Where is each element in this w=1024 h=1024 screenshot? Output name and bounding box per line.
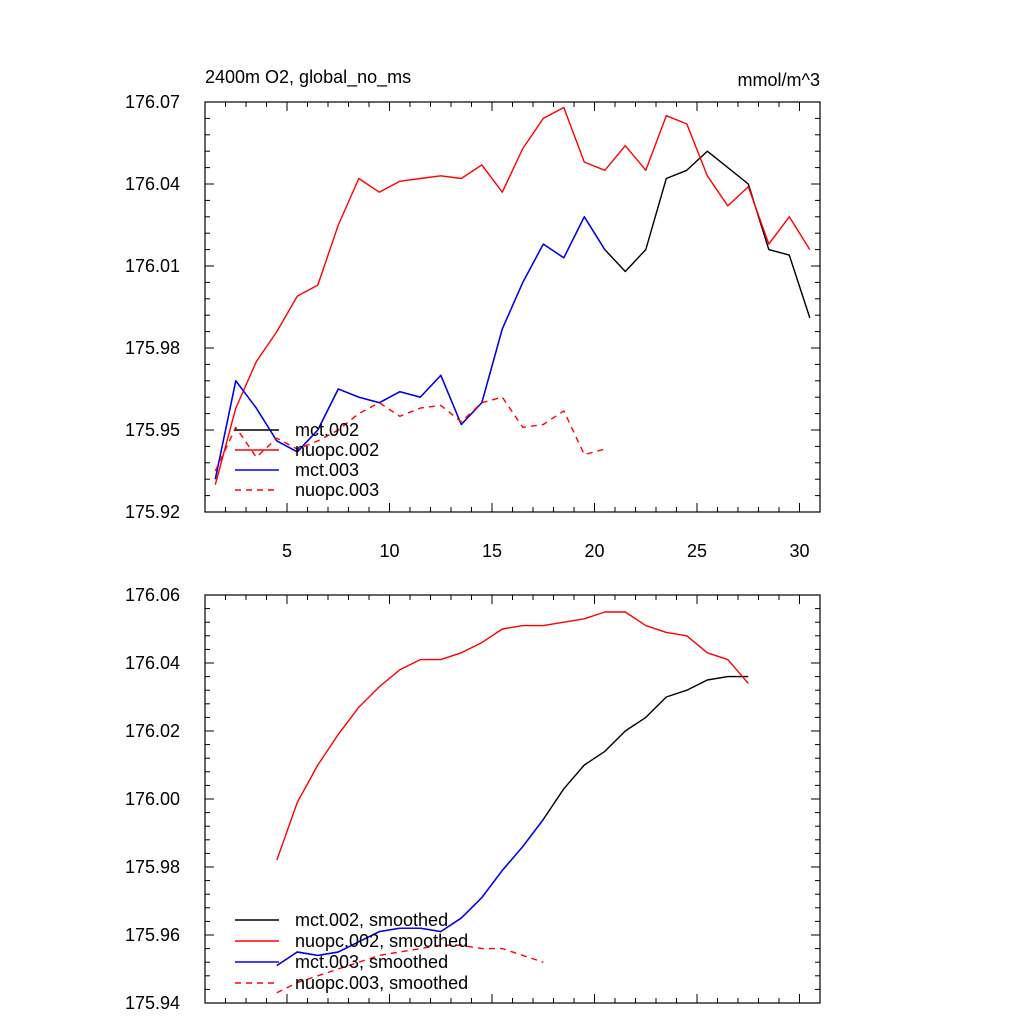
legend-label: mct.002, smoothed <box>295 910 448 930</box>
y-tick-label: 175.96 <box>125 925 180 945</box>
y-tick-label: 176.04 <box>125 653 180 673</box>
legend-label: nuopc.003, smoothed <box>295 973 468 993</box>
y-tick-label: 175.95 <box>125 420 180 440</box>
y-tick-label: 176.04 <box>125 174 180 194</box>
series-line-nuopc-002-smoothed <box>276 611 749 861</box>
series-line-nuopc-003-smoothed <box>276 944 544 994</box>
y-tick-label: 176.00 <box>125 789 180 809</box>
y-tick-label: 176.06 <box>125 585 180 605</box>
y-tick-label: 176.01 <box>125 256 180 276</box>
legend-label: mct.003 <box>295 460 359 480</box>
y-tick-label: 176.02 <box>125 721 180 741</box>
x-tick-label: 10 <box>379 541 399 561</box>
y-tick-label: 176.07 <box>125 92 180 112</box>
legend-label: mct.002 <box>295 420 359 440</box>
series-line-mct-003-smoothed <box>276 818 544 967</box>
x-tick-label: 25 <box>687 541 707 561</box>
series-line-mct-003 <box>214 216 606 480</box>
y-tick-label: 175.98 <box>125 338 180 358</box>
chart-panel-bottom: 175.94 175.96 175.98 176.00 176.02 176.04 176.… <box>125 585 821 1013</box>
x-tick-label: 15 <box>482 541 502 561</box>
y-tick-label: 175.94 <box>125 993 180 1013</box>
x-tick-label: 5 <box>282 541 292 561</box>
x-tick-label: 20 <box>584 541 604 561</box>
x-tick-label: 30 <box>789 541 809 561</box>
legend-label: nuopc.002 <box>295 440 379 460</box>
legend-label: nuopc.003 <box>295 480 379 500</box>
legend-label: mct.003, smoothed <box>295 952 448 972</box>
chart-panel-top: 2400m O2, global_no_ms mmol/m^3 5 10 15 20 2… <box>125 67 821 561</box>
y-tick-label: 175.98 <box>125 857 180 877</box>
chart-title: 2400m O2, global_no_ms <box>205 67 411 88</box>
series-line-nuopc-002 <box>214 106 811 485</box>
series-line-nuopc-003 <box>214 396 605 472</box>
legend-label: nuopc.002, smoothed <box>295 931 468 951</box>
units-label: mmol/m^3 <box>738 70 820 90</box>
y-tick-label: 175.92 <box>125 502 180 522</box>
